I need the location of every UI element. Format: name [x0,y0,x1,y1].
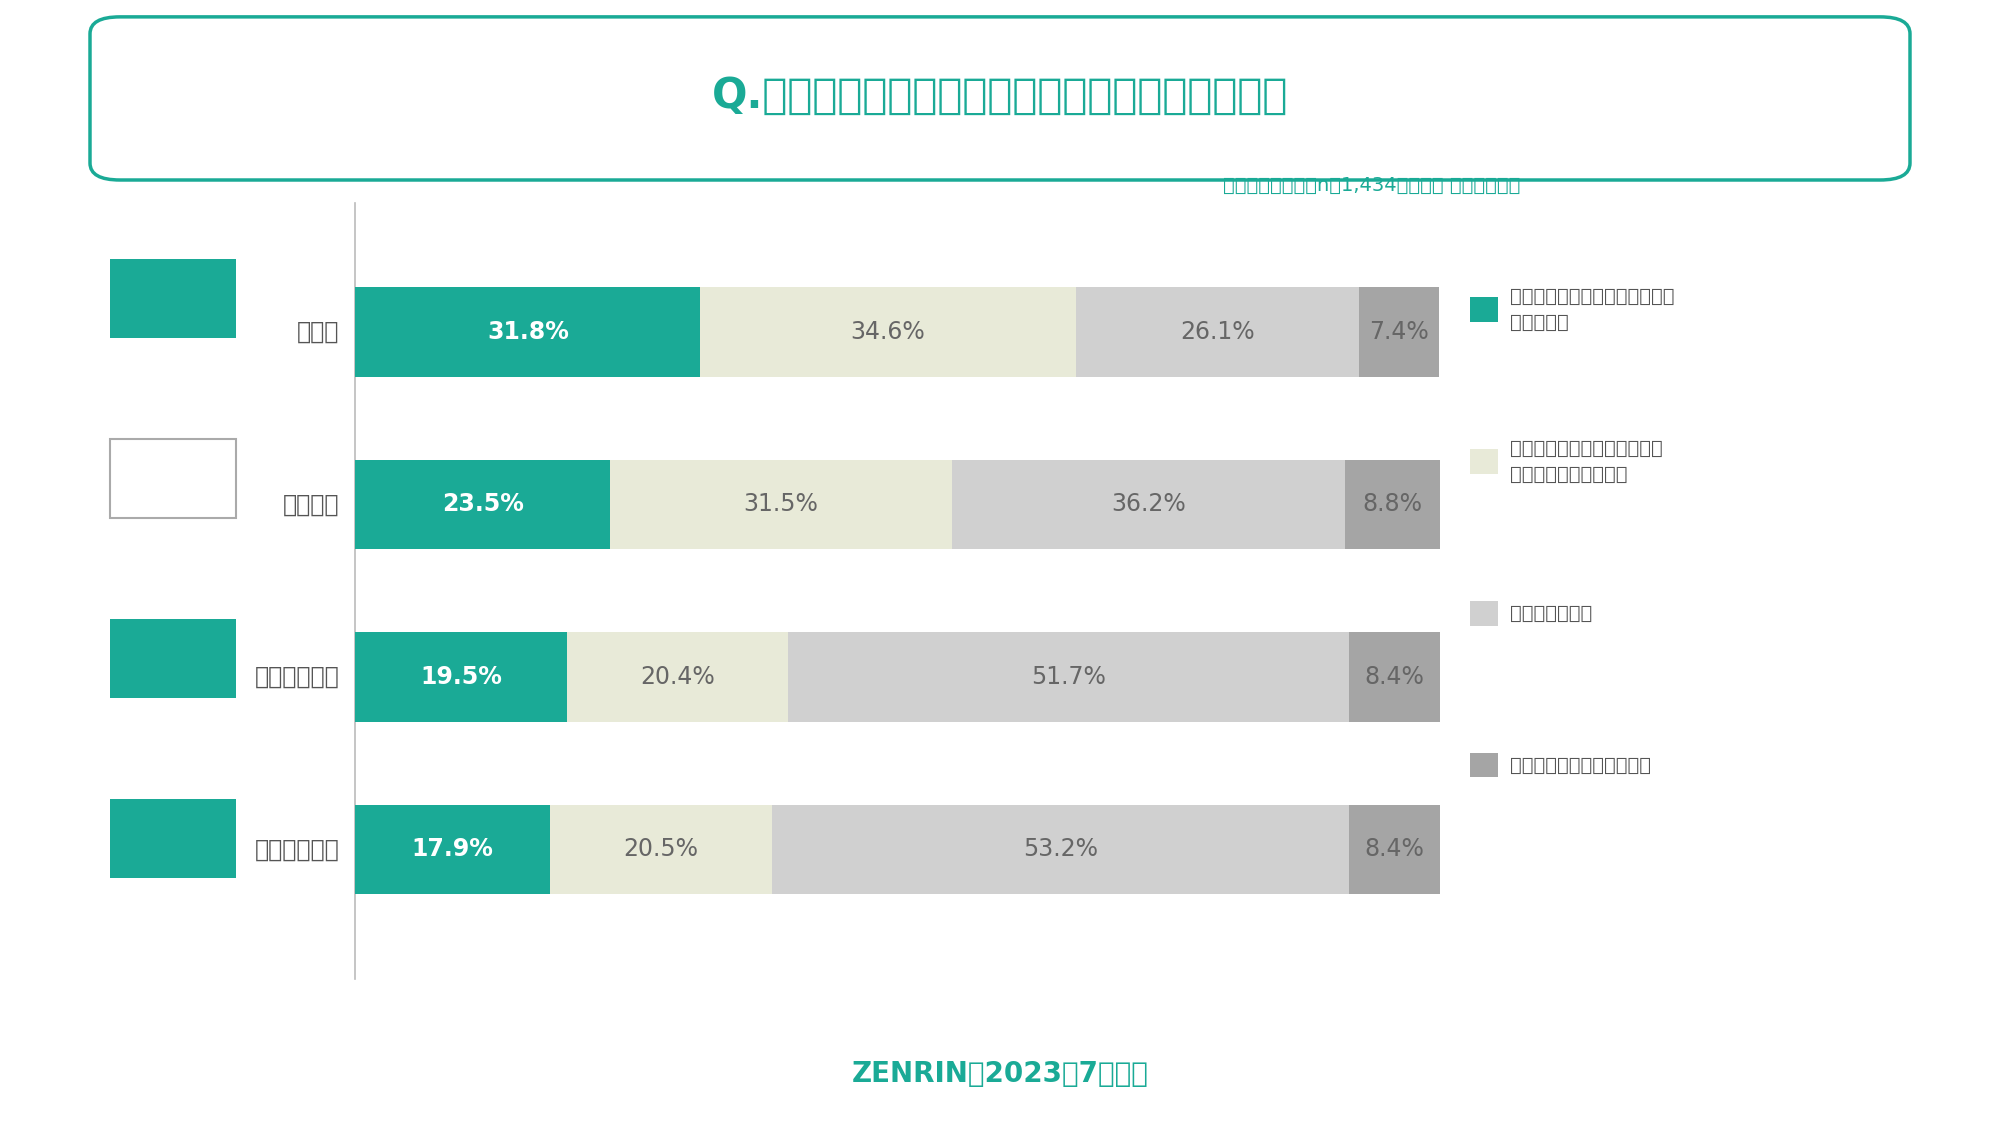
Bar [356,804,550,894]
Text: 各項目単一回答／n＝1,434（本調査 対象者全員）: 各項目単一回答／n＝1,434（本調査 対象者全員） [1222,177,1520,195]
Text: 53.2%: 53.2% [1022,837,1098,862]
Text: 17.9%: 17.9% [412,837,494,862]
Bar [566,632,788,722]
Bar [356,632,566,722]
Bar [952,459,1344,549]
Text: 26.1%: 26.1% [1180,319,1254,344]
Bar [356,459,610,549]
Text: 見たことがあるが、具体的な
利用シーンは知らない: 見たことがあるが、具体的な 利用シーンは知らない [1510,439,1662,484]
Text: 19.5%: 19.5% [420,665,502,688]
Text: 31.5%: 31.5% [744,493,818,516]
Bar [1076,287,1358,377]
Text: 避難場所: 避難場所 [282,493,340,516]
Bar [788,632,1348,722]
Bar [1348,632,1440,722]
Text: 見たことがあり、利用シーンを
知っている: 見たことがあり、利用シーンを 知っている [1510,287,1674,332]
Text: 20.4%: 20.4% [640,665,714,688]
Text: 36.2%: 36.2% [1110,493,1186,516]
Bar [356,287,700,377]
Bar [550,804,772,894]
Bar [1358,287,1438,377]
Text: 7.4%: 7.4% [1368,319,1428,344]
Text: 8.8%: 8.8% [1362,493,1422,516]
Bar [772,804,1348,894]
Text: 23.5%: 23.5% [442,493,524,516]
Text: 見たことがない: 見たことがない [1510,604,1592,622]
Text: 20.5%: 20.5% [624,837,698,862]
Bar [610,459,952,549]
Text: 津波避難場所: 津波避難場所 [254,837,340,862]
Bar [700,287,1076,377]
Text: Q.避難する場所の図記号（ピクトグラム）の認知: Q.避難する場所の図記号（ピクトグラム）の認知 [712,74,1288,117]
Text: 津波避難ビル: 津波避難ビル [254,665,340,688]
Text: 31.8%: 31.8% [486,319,568,344]
Text: 8.4%: 8.4% [1364,837,1424,862]
Text: 8.4%: 8.4% [1364,665,1424,688]
Text: わからない・覚えていない: わからない・覚えていない [1510,756,1652,774]
Bar [1344,459,1440,549]
Text: ZENRIN　2023年7月調べ: ZENRIN 2023年7月調べ [852,1061,1148,1088]
Text: 51.7%: 51.7% [1032,665,1106,688]
Bar [1348,804,1440,894]
Text: 避難所: 避難所 [296,319,340,344]
Text: 34.6%: 34.6% [850,319,926,344]
